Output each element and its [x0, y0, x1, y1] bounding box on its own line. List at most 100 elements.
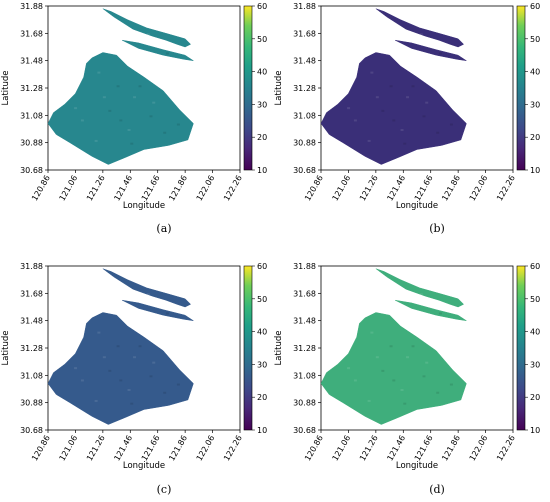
x-tick-label: 121.26 — [85, 174, 107, 203]
heatmap-cell — [94, 139, 98, 142]
y-tick-label: 30.88 — [293, 399, 316, 408]
heatmap-cell — [370, 331, 374, 334]
colorbar-tick-label: 30 — [257, 100, 267, 109]
x-tick-label: 121.26 — [85, 434, 107, 463]
heatmap-cell — [400, 389, 404, 391]
heatmap-cell — [152, 361, 156, 364]
colorbar-tick-label: 40 — [530, 68, 540, 77]
colorbar-tick-label: 20 — [257, 393, 267, 402]
heatmap-cell — [127, 389, 131, 391]
heatmap-cell — [375, 356, 379, 359]
x-axis-label: Longitude — [123, 461, 165, 471]
heatmap-cell — [102, 356, 106, 359]
y-tick-label: 31.68 — [20, 289, 43, 298]
island-region-2 — [121, 39, 194, 61]
x-tick-label: 120.86 — [303, 174, 325, 203]
y-tick-label: 30.68 — [293, 426, 316, 435]
colorbar-tick-label: 20 — [530, 393, 540, 402]
colorbar — [243, 5, 253, 171]
heatmap-cell — [347, 107, 351, 110]
island-region — [375, 8, 465, 48]
colorbar-tick-label: 60 — [530, 262, 540, 271]
heatmap-cell — [74, 107, 78, 110]
heatmap-cell — [436, 131, 440, 134]
colorbar — [516, 265, 526, 431]
heatmap-cell — [163, 131, 167, 134]
panel-caption: (a) — [156, 222, 171, 235]
heatmap-cell — [375, 96, 379, 99]
heatmap-cell — [403, 402, 407, 405]
heatmap-cell — [406, 96, 410, 99]
x-tick-label: 121.86 — [167, 434, 189, 463]
heatmap-cell — [353, 379, 357, 382]
heatmap-cell — [406, 356, 410, 359]
y-tick-label: 31.28 — [20, 84, 43, 93]
y-tick-label: 30.68 — [293, 166, 316, 175]
colorbar-tick-label: 50 — [530, 35, 540, 44]
y-tick-label: 31.28 — [293, 344, 316, 353]
y-tick-label: 30.68 — [20, 426, 43, 435]
chart-panel-3: 120.86 121.06 121.26 121.46 121.66 121.86 122.… — [1, 262, 267, 496]
heatmap-cell — [419, 33, 423, 36]
x-tick-label: 120.86 — [30, 434, 52, 463]
x-tick-label: 121.26 — [358, 174, 380, 203]
mainland-region — [47, 312, 194, 425]
x-tick-label: 121.46 — [385, 434, 407, 463]
panel-caption: (c) — [157, 483, 172, 496]
colorbar-tick-label: 40 — [257, 328, 267, 337]
x-axis-label: Longitude — [123, 201, 165, 211]
x-tick-label: 121.46 — [385, 174, 407, 203]
heatmap-cell — [438, 312, 442, 315]
chart-panel-2: 120.86 121.06 121.26 121.46 121.66 121.86 122.… — [274, 2, 540, 235]
colorbar-tick-label: 40 — [530, 328, 540, 337]
x-tick-label: 122.06 — [195, 434, 217, 463]
colorbar-tick-label: 30 — [257, 360, 267, 369]
y-tick-label: 31.48 — [20, 57, 43, 66]
heatmap-cell — [102, 96, 106, 99]
heatmap-cell — [138, 345, 142, 348]
mainland-region — [320, 52, 467, 165]
heatmap-cell — [381, 109, 385, 112]
heatmap-cell — [438, 52, 442, 55]
heatmap-cell — [422, 115, 426, 118]
heatmap-cell — [367, 399, 371, 402]
y-tick-label: 31.68 — [293, 289, 316, 298]
colorbar-tick-label: 40 — [257, 68, 267, 77]
y-tick-label: 31.48 — [293, 57, 316, 66]
y-axis-label: Latitude — [1, 331, 11, 366]
colorbar-tick-label: 50 — [257, 35, 267, 44]
heatmap-cell — [127, 129, 131, 131]
colorbar-tick-label: 20 — [257, 133, 267, 142]
x-tick-label: 121.06 — [331, 434, 353, 463]
y-tick-label: 31.28 — [20, 344, 43, 353]
y-axis-label: Latitude — [274, 71, 284, 106]
x-tick-label: 121.06 — [331, 174, 353, 203]
x-tick-label: 122.26 — [495, 434, 517, 463]
x-tick-label: 121.86 — [440, 174, 462, 203]
x-tick-label: 122.26 — [222, 434, 244, 463]
heatmap-cell — [422, 375, 426, 378]
heatmap-cell — [130, 142, 134, 145]
island-region-2 — [394, 299, 467, 321]
y-tick-label: 31.08 — [20, 371, 43, 380]
x-tick-label: 121.86 — [440, 434, 462, 463]
heatmap-cell — [411, 345, 415, 348]
y-tick-label: 31.68 — [20, 29, 43, 38]
x-tick-label: 121.46 — [112, 434, 134, 463]
y-tick-label: 31.08 — [293, 111, 316, 120]
heatmap-cell — [146, 293, 150, 296]
y-tick-label: 31.88 — [20, 2, 43, 11]
y-tick-label: 30.88 — [293, 139, 316, 148]
colorbar-tick-label: 30 — [530, 100, 540, 109]
colorbar-tick-label: 10 — [257, 166, 267, 175]
heatmap-cell — [108, 109, 112, 112]
x-tick-label: 120.86 — [303, 434, 325, 463]
heatmap-cell — [392, 119, 396, 122]
heatmap-cell — [370, 71, 374, 74]
mainland-region — [47, 52, 194, 165]
heatmap-cell — [165, 312, 169, 315]
heatmap-cell — [367, 139, 371, 142]
heatmap-cell — [449, 123, 453, 126]
heatmap-cell — [176, 123, 180, 126]
